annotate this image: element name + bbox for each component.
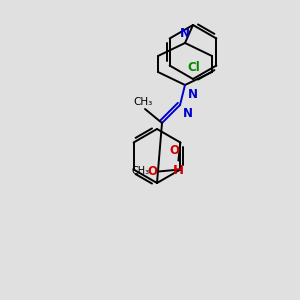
Text: H: H: [173, 164, 184, 176]
Text: CH₃: CH₃: [131, 166, 149, 176]
Text: Cl: Cl: [188, 61, 200, 74]
Text: O: O: [169, 145, 179, 158]
Text: N: N: [188, 88, 198, 101]
Text: N: N: [180, 27, 190, 40]
Text: CH₃: CH₃: [134, 97, 153, 107]
Text: O: O: [147, 165, 158, 178]
Text: N: N: [183, 107, 193, 120]
